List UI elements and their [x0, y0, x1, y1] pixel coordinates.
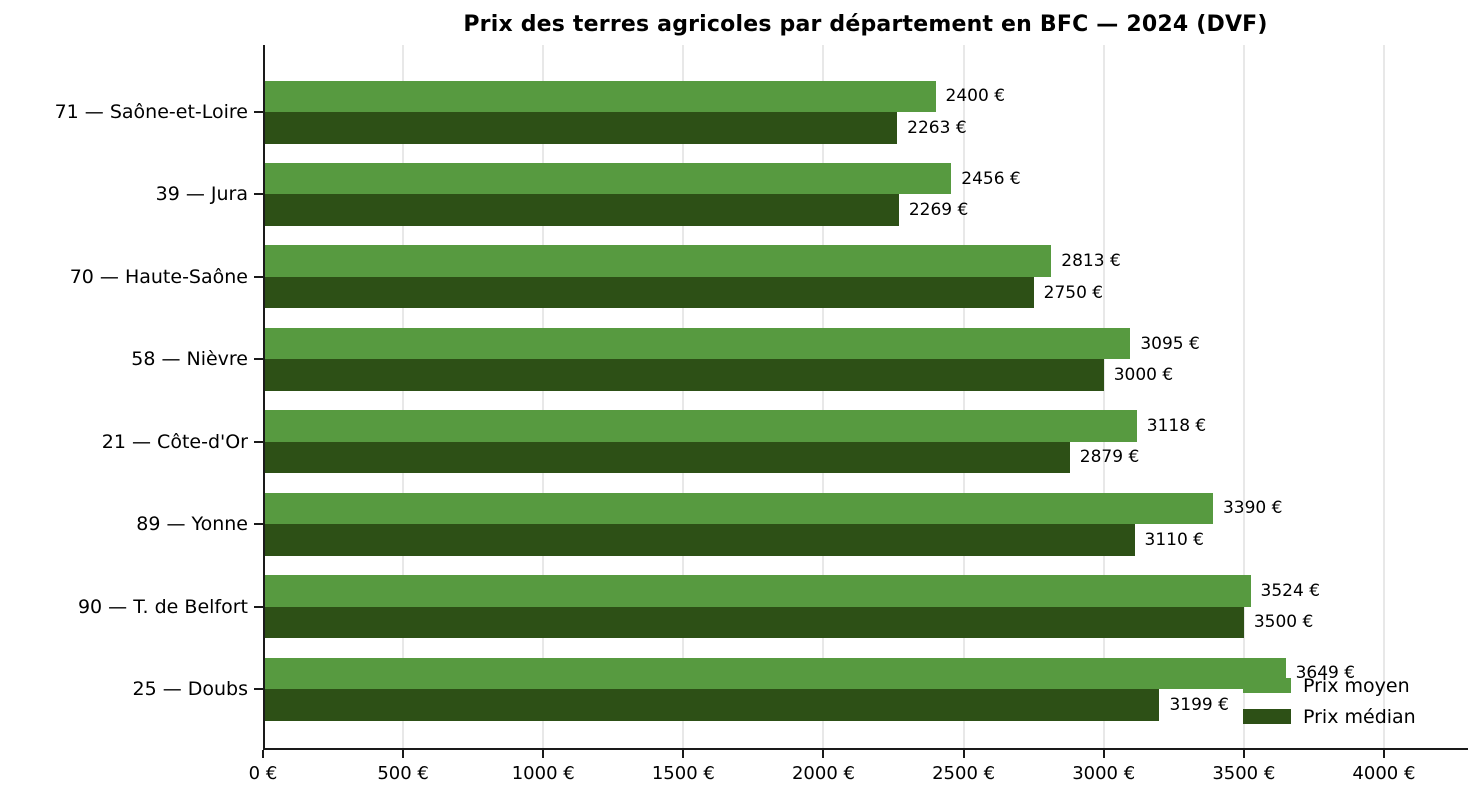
value-label: 3199 €: [1169, 694, 1229, 715]
x-tick: [262, 750, 264, 758]
x-axis-line: [263, 748, 1468, 750]
x-tick: [542, 750, 545, 758]
bar-prix-moyen: [263, 575, 1251, 607]
y-tick: [254, 193, 263, 196]
value-label: 3500 €: [1253, 612, 1314, 633]
x-tick-label: 1000 €: [511, 763, 575, 784]
y-tick: [254, 605, 263, 608]
gridline: [682, 45, 685, 748]
legend-swatch-prix-median: [1243, 709, 1291, 724]
value-label: 2400 €: [945, 86, 1006, 107]
x-tick-label: 0 €: [248, 763, 278, 784]
y-tick: [254, 440, 263, 443]
legend-swatch-prix-moyen: [1243, 678, 1291, 693]
value-label: 3524 €: [1260, 580, 1321, 601]
y-tick-label: 90 — T. de Belfort: [77, 595, 248, 618]
y-tick: [254, 688, 263, 690]
x-tick: [1102, 750, 1105, 758]
gridline: [822, 45, 825, 748]
value-label: 3118 €: [1146, 415, 1207, 436]
bar-prix-moyen: [263, 80, 936, 112]
gridline: [542, 45, 545, 748]
bar-prix-median: [263, 524, 1135, 556]
value-label: 3000 €: [1113, 365, 1174, 386]
y-tick: [254, 358, 263, 361]
legend-item-prix-moyen: Prix moyen: [1243, 670, 1416, 701]
value-label: 2269 €: [908, 200, 969, 221]
bar-prix-moyen: [263, 657, 1286, 689]
y-tick-label: 21 — Côte-d'Or: [101, 430, 248, 453]
x-tick: [822, 750, 825, 758]
y-tick: [254, 275, 263, 278]
bar-prix-median: [263, 606, 1244, 639]
x-tick-label: 3500 €: [1212, 763, 1276, 784]
y-tick: [254, 111, 263, 113]
value-label: 2263 €: [907, 117, 967, 138]
value-label: 3110 €: [1144, 529, 1204, 550]
legend-label: Prix moyen: [1303, 674, 1410, 697]
y-tick-label: 70 — Haute-Saône: [69, 265, 248, 288]
x-tick-label: 500 €: [377, 763, 429, 784]
bar-prix-moyen: [263, 410, 1137, 442]
bar-prix-median: [263, 112, 898, 144]
legend-label: Prix médian: [1303, 705, 1416, 728]
x-tick: [1242, 750, 1245, 758]
bar-prix-moyen: [263, 327, 1131, 360]
value-label: 3390 €: [1222, 498, 1283, 519]
x-tick: [682, 750, 685, 758]
value-label: 2750 €: [1043, 282, 1104, 303]
y-tick-label: 25 — Doubs: [132, 678, 248, 700]
value-label: 2879 €: [1079, 447, 1140, 468]
y-tick-label: 39 — Jura: [155, 183, 248, 206]
bar-prix-median: [263, 276, 1034, 309]
value-label: 3649 €: [1295, 663, 1356, 684]
bar-prix-moyen: [263, 492, 1213, 525]
gridline: [962, 45, 965, 748]
y-tick: [254, 523, 263, 526]
bar-prix-median: [263, 194, 899, 226]
x-tick-label: 2500 €: [932, 763, 996, 784]
x-tick-label: 2000 €: [791, 763, 855, 784]
gridline: [402, 45, 405, 748]
y-axis-line: [263, 45, 265, 750]
gridline: [1382, 45, 1385, 748]
bar-prix-median: [263, 359, 1104, 391]
y-tick-label: 71 — Saône-et-Loire: [54, 101, 248, 123]
value-label: 2456 €: [961, 168, 1021, 189]
value-label: 2813 €: [1061, 251, 1121, 272]
value-label: 3095 €: [1140, 333, 1200, 354]
chart-title: Prix des terres agricoles par départemen…: [463, 12, 1268, 37]
x-tick-label: 3000 €: [1072, 763, 1136, 784]
y-tick-label: 58 — Nièvre: [131, 348, 248, 371]
bar-prix-median: [263, 689, 1160, 721]
bar-prix-moyen: [263, 162, 952, 195]
x-tick-label: 1500 €: [651, 763, 715, 784]
x-tick-label: 4000 €: [1352, 763, 1416, 784]
bar-prix-median: [263, 441, 1070, 474]
y-tick-label: 89 — Yonne: [136, 513, 248, 536]
bar-prix-moyen: [263, 245, 1052, 277]
gridline: [1102, 45, 1105, 748]
x-tick: [1382, 750, 1385, 758]
gridline: [1242, 45, 1245, 748]
x-tick: [402, 750, 405, 758]
legend-item-prix-median: Prix médian: [1243, 701, 1416, 732]
legend: Prix moyen Prix médian: [1243, 670, 1416, 732]
x-tick: [962, 750, 965, 758]
